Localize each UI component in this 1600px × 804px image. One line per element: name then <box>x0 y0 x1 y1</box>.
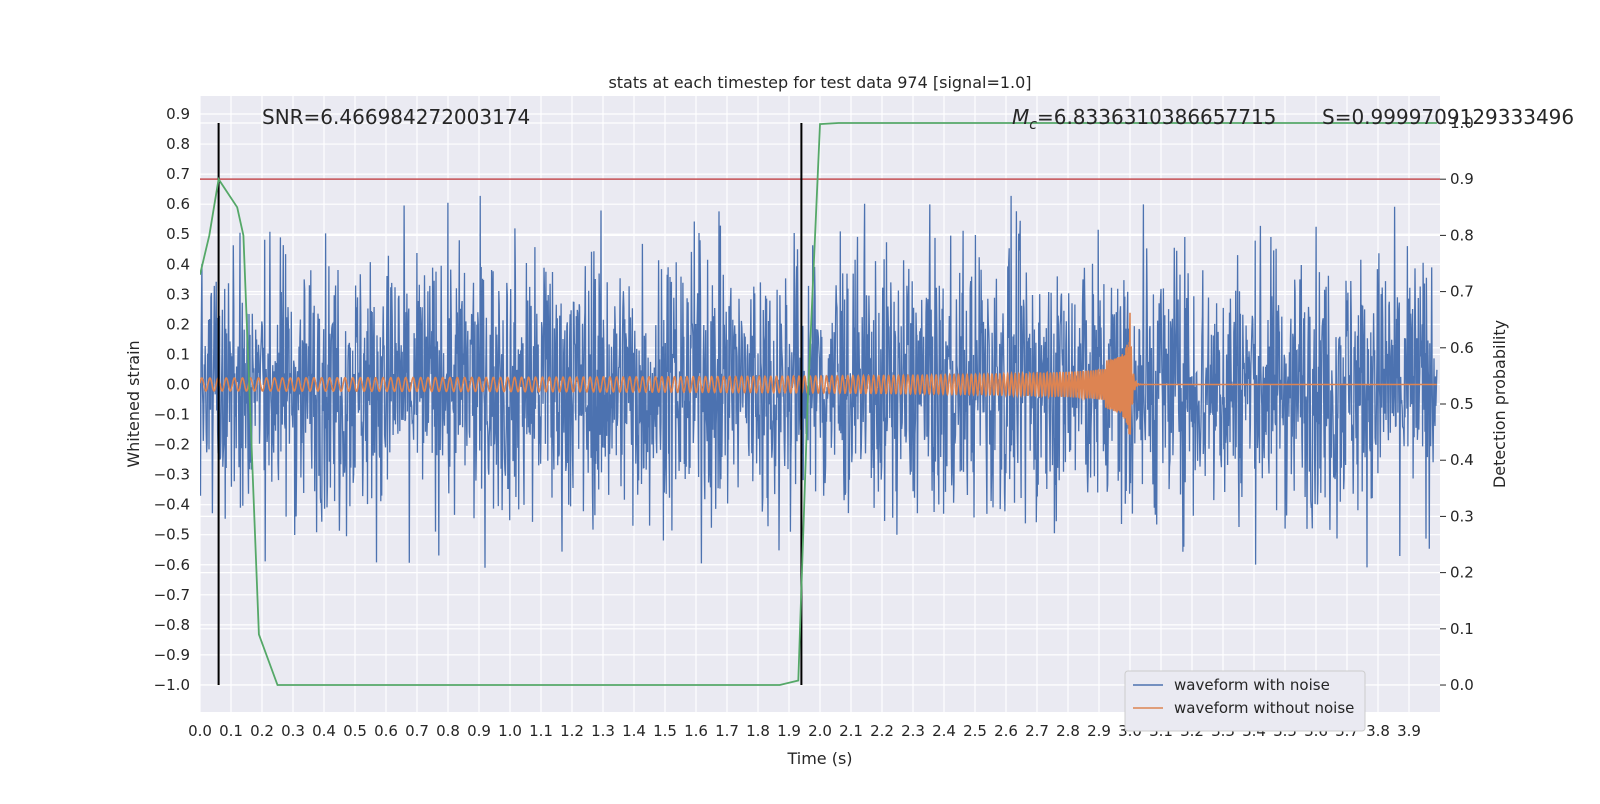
y-tick-label: −0.1 <box>154 406 190 424</box>
x-tick-label: 1.7 <box>715 722 739 740</box>
y-tick-label: 0.1 <box>166 345 190 363</box>
x-tick-label: 1.1 <box>529 722 553 740</box>
x-axis-label: Time (s) <box>786 749 852 768</box>
y2-tick-label: 0.1 <box>1450 620 1474 638</box>
x-tick-label: 2.7 <box>1025 722 1049 740</box>
chart-title: stats at each timestep for test data 974… <box>608 73 1031 92</box>
y-tick-label: 0.5 <box>166 225 190 243</box>
legend: waveform with noise waveform without noi… <box>1124 670 1366 732</box>
series-line-waveform-without-noise <box>200 312 1437 435</box>
legend-label-waveform-without-noise: waveform without noise <box>1174 699 1354 717</box>
y-tick-label: 0.4 <box>166 255 190 273</box>
y-tick-label: 0.7 <box>166 165 190 183</box>
x-tick-label: 3.9 <box>1397 722 1421 740</box>
y2-tick-label: 0.5 <box>1450 395 1474 413</box>
s-annotation: S=0.9999709129333496 <box>1322 105 1574 129</box>
y-tick-label: 0.2 <box>166 315 190 333</box>
legend-label-waveform-with-noise: waveform with noise <box>1174 676 1330 694</box>
x-tick-label: 1.0 <box>498 722 522 740</box>
x-tick-label: 1.4 <box>622 722 646 740</box>
y-tick-label: 0.9 <box>166 105 190 123</box>
x-tick-label: 2.2 <box>870 722 894 740</box>
x-tick-label: 0.5 <box>343 722 367 740</box>
x-tick-label: 0.0 <box>188 722 212 740</box>
y-tick-labels: 0.9 0.8 0.7 0.6 0.5 0.4 0.3 0.2 0.1 0.0 −0.1 −0.2 −0… <box>154 105 190 694</box>
x-tick-label: 0.6 <box>374 722 398 740</box>
legend-box <box>1124 670 1366 732</box>
series-line-waveform-with-noise <box>200 195 1438 568</box>
x-tick-label: 0.2 <box>250 722 274 740</box>
x-tick-label: 2.4 <box>932 722 956 740</box>
y-axis-label: Whitened strain <box>124 340 143 467</box>
x-tick-label: 1.6 <box>684 722 708 740</box>
x-tick-label: 2.8 <box>1056 722 1080 740</box>
x-tick-label: 1.8 <box>746 722 770 740</box>
y2-tick-label: 0.2 <box>1450 564 1474 582</box>
x-tick-label: 1.3 <box>591 722 615 740</box>
x-tick-label: 2.1 <box>839 722 863 740</box>
x-tick-label: 3.8 <box>1366 722 1390 740</box>
series-line-detection-probability <box>200 122 1437 686</box>
y-tick-label: −0.2 <box>154 436 190 454</box>
snr-annotation: SNR=6.466984272003174 <box>262 105 530 129</box>
x-tick-label: 0.9 <box>467 722 491 740</box>
y2-tick-label: 0.4 <box>1450 451 1474 469</box>
y-tick-label: −0.9 <box>154 646 190 664</box>
x-tick-label: 2.9 <box>1087 722 1111 740</box>
y-tick-label: −0.7 <box>154 586 190 604</box>
x-tick-label: 2.5 <box>963 722 987 740</box>
y2-tick-label: 0.9 <box>1450 170 1474 188</box>
chirp-mass-value: =6.8336310386657715 <box>1037 105 1276 129</box>
y-tick-label: 0.0 <box>166 375 190 393</box>
y-tick-label: 0.8 <box>166 135 190 153</box>
x-tick-label: 0.3 <box>281 722 305 740</box>
x-tick-label: 0.1 <box>219 722 243 740</box>
y2-tick-label: 1.0 <box>1450 114 1474 132</box>
y2-tick-labels: 1.0 0.9 0.8 0.7 0.6 0.5 0.4 0.3 0.2 0.1 0.0 <box>1440 114 1474 694</box>
x-tick-label: 0.7 <box>405 722 429 740</box>
y2-axis-label: Detection probability <box>1490 320 1509 488</box>
y2-tick-label: 0.3 <box>1450 507 1474 525</box>
x-tick-label: 1.2 <box>560 722 584 740</box>
chirp-mass-symbol: M <box>1012 105 1029 129</box>
y-tick-label: −0.3 <box>154 466 190 484</box>
x-tick-label: 1.5 <box>653 722 677 740</box>
y-tick-label: −1.0 <box>154 676 190 694</box>
y2-tick-label: 0.7 <box>1450 283 1474 301</box>
chirp-mass-subscript: c <box>1029 117 1037 133</box>
y-tick-label: −0.5 <box>154 526 190 544</box>
chirp-mass-annotation: Mc=6.8336310386657715 <box>1012 105 1276 133</box>
y-tick-label: −0.4 <box>154 496 190 514</box>
y-tick-label: −0.8 <box>154 616 190 634</box>
x-tick-label: 2.3 <box>901 722 925 740</box>
y-tick-label: 0.6 <box>166 195 190 213</box>
y-tick-label: 0.3 <box>166 285 190 303</box>
x-tick-label: 1.9 <box>777 722 801 740</box>
y2-tick-label: 0.6 <box>1450 339 1474 357</box>
x-tick-label: 0.8 <box>436 722 460 740</box>
x-tick-label: 0.4 <box>312 722 336 740</box>
y2-tick-label: 0.8 <box>1450 226 1474 244</box>
y-tick-label: −0.6 <box>154 556 190 574</box>
x-tick-label: 2.6 <box>994 722 1018 740</box>
y2-tick-label: 0.0 <box>1450 676 1474 694</box>
x-tick-label: 2.0 <box>808 722 832 740</box>
